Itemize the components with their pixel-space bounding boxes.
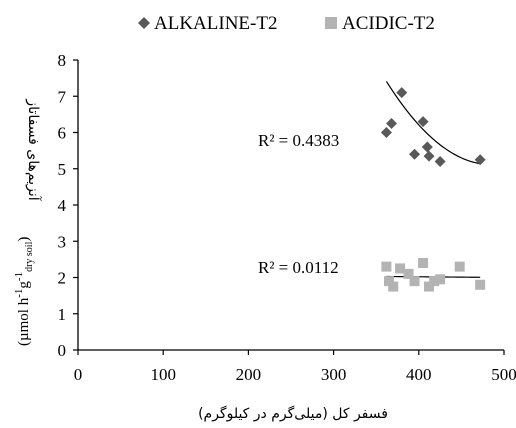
point-alkaline bbox=[434, 156, 446, 167]
point-acidic bbox=[435, 274, 446, 285]
point-acidic bbox=[475, 279, 486, 290]
y-tick-label: 3 bbox=[58, 232, 67, 251]
point-acidic bbox=[409, 276, 420, 287]
legend-marker-square bbox=[325, 17, 337, 29]
point-acidic bbox=[388, 281, 399, 292]
point-acidic bbox=[395, 263, 406, 274]
point-acidic bbox=[424, 281, 435, 292]
point-alkaline bbox=[386, 117, 398, 129]
y-units-sup1: -1 bbox=[13, 289, 25, 298]
y-axis-title: (µmol h-1g-1dry soil) bbox=[13, 237, 35, 346]
y-tick-label: 0 bbox=[58, 341, 67, 360]
y-tick-label: 4 bbox=[58, 196, 67, 215]
y-axis-ticks: 0 1 2 3 4 5 6 7 8 bbox=[58, 51, 78, 360]
y-tick-label: 2 bbox=[58, 269, 67, 288]
legend-item-alkaline: ALKALINE-T2 bbox=[138, 13, 277, 34]
point-acidic bbox=[403, 268, 414, 279]
x-tick-label: 100 bbox=[150, 365, 176, 384]
point-alkaline bbox=[409, 148, 421, 160]
trendlines bbox=[385, 81, 481, 278]
y-tick-label: 5 bbox=[58, 160, 67, 179]
y-units-close: ) bbox=[16, 237, 32, 242]
x-tick-label: 300 bbox=[321, 365, 347, 384]
y-units-sup2: -1 bbox=[13, 272, 25, 281]
point-alkaline bbox=[417, 116, 429, 128]
y-axis-title-units: (µmol h-1g-1dry soil) bbox=[13, 237, 35, 346]
x-tick-label: 0 bbox=[74, 365, 83, 384]
legend-label-acidic: ACIDIC-T2 bbox=[342, 13, 435, 34]
r-squared-label-acidic: R² = 0.0112 bbox=[258, 258, 339, 277]
y-axis-title-persian-wrap: آنزیم‌های فسفاتاز bbox=[25, 98, 42, 201]
point-alkaline bbox=[474, 154, 486, 166]
point-alkaline bbox=[421, 141, 433, 153]
point-acidic bbox=[418, 258, 429, 268]
x-tick-label: 500 bbox=[491, 365, 516, 384]
point-alkaline bbox=[380, 127, 392, 138]
legend-marker-diamond bbox=[138, 17, 150, 29]
y-tick-label: 6 bbox=[58, 124, 67, 143]
y-tick-label: 7 bbox=[58, 87, 67, 106]
point-acidic bbox=[383, 276, 394, 287]
trendline-alkaline bbox=[385, 81, 481, 165]
r-squared-label-alkaline: R² = 0.4383 bbox=[258, 131, 339, 150]
y-axis-title-persian: آنزیم‌های فسفاتاز bbox=[25, 98, 42, 201]
y-units-g: g bbox=[16, 281, 32, 289]
legend-label-alkaline: ALKALINE-T2 bbox=[154, 13, 277, 34]
legend-item-acidic: ACIDIC-T2 bbox=[325, 13, 435, 34]
y-units-sub: dry soil bbox=[24, 241, 35, 272]
point-acidic bbox=[454, 261, 465, 272]
legend: ALKALINE-T2 ACIDIC-T2 bbox=[138, 13, 435, 34]
data-points bbox=[380, 87, 486, 292]
y-units-open: (µmol h bbox=[16, 297, 32, 346]
x-axis-title: فسفر کل (میلی‌گرم در کیلوگرم) bbox=[198, 405, 388, 422]
point-alkaline bbox=[396, 87, 408, 99]
y-tick-label: 1 bbox=[58, 305, 67, 324]
point-alkaline bbox=[423, 150, 435, 162]
point-acidic bbox=[429, 276, 440, 287]
x-tick-label: 200 bbox=[236, 365, 262, 384]
y-tick-label: 8 bbox=[58, 51, 67, 70]
x-axis-ticks: 0 100 200 300 400 500 bbox=[74, 350, 516, 384]
x-tick-label: 400 bbox=[406, 365, 432, 384]
point-acidic bbox=[381, 261, 392, 272]
